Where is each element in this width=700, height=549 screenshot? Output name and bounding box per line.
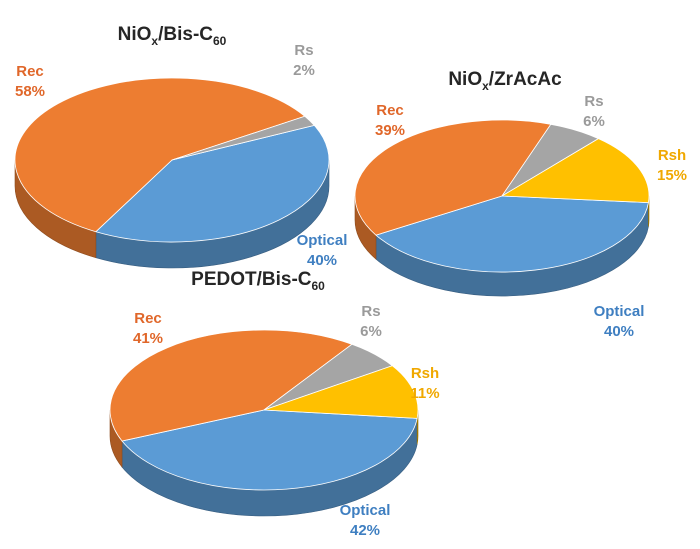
slice-optical [95,124,330,243]
label-name: Rec [16,63,44,80]
data-label-rec: Rec 41% [133,310,163,347]
data-label-rsh: Rsh 15% [657,147,687,184]
slice-optical [375,195,649,273]
slice-rsh [263,365,419,419]
data-label-optical: Optical 40% [594,303,645,340]
label-value: 58% [15,83,45,100]
title-text: PEDOT/Bis-C [191,269,312,290]
title-subscript: 60 [213,34,227,48]
slice-optical [121,409,418,491]
label-value: 6% [360,323,382,340]
pie-chart-3: PEDOT/Bis-C60 Optical 42% Rec 41% Rs 6% Rsh 11% [109,269,440,539]
data-label-optical: Optical 42% [340,502,391,539]
data-label-rsh: Rsh 11% [410,365,439,402]
title-text: /Bis-C [158,24,213,45]
chart-title: PEDOT/Bis-C60 [191,269,325,293]
label-name: Optical [340,502,391,519]
label-value: 41% [133,330,163,347]
slice-rec [14,77,306,233]
label-value: 2% [293,62,315,79]
label-name: Rec [376,102,404,119]
title-subscript: x [151,34,158,48]
title-text: NiO [448,69,482,90]
slice-rs [171,115,315,161]
label-name: Rs [294,42,313,59]
title-subscript: x [482,79,489,93]
label-name: Rec [134,310,162,327]
label-value: 6% [583,113,605,130]
chart-title: NiOx/Bis-C60 [118,24,227,48]
data-label-rs: Rs 6% [583,93,605,130]
label-value: 11% [410,385,439,402]
slice-rec [109,329,353,442]
label-value: 40% [604,323,634,340]
title-text: NiO [118,24,152,45]
title-text: /ZrAcAc [489,69,562,90]
pie-chart-1: NiOx/Bis-C60 Optical 40% Rec 58% Rs 2% [14,24,348,269]
slice-rsh [501,138,650,204]
label-name: Rsh [411,365,439,382]
data-label-rec: Rec 58% [15,63,45,100]
label-value: 42% [350,522,380,539]
data-label-rec: Rec 39% [375,102,405,139]
data-label-optical: Optical 40% [297,232,348,269]
chart-title: NiOx/ZrAcAc [448,69,562,93]
label-value: 39% [375,122,405,139]
label-name: Rs [361,303,380,320]
pie-chart-2: NiOx/ZrAcAc Optical 40% Rec 39% Rs 6% Rsh 15% [354,69,687,340]
title-subscript: 60 [312,279,326,293]
data-label-rs: Rs 6% [360,303,382,340]
slice-rec [354,119,552,236]
label-name: Optical [594,303,645,320]
label-name: Optical [297,232,348,249]
label-value: 15% [657,167,687,184]
label-value: 40% [307,252,337,269]
label-name: Rsh [658,147,686,164]
label-name: Rs [584,93,603,110]
data-label-rs: Rs 2% [293,42,315,79]
